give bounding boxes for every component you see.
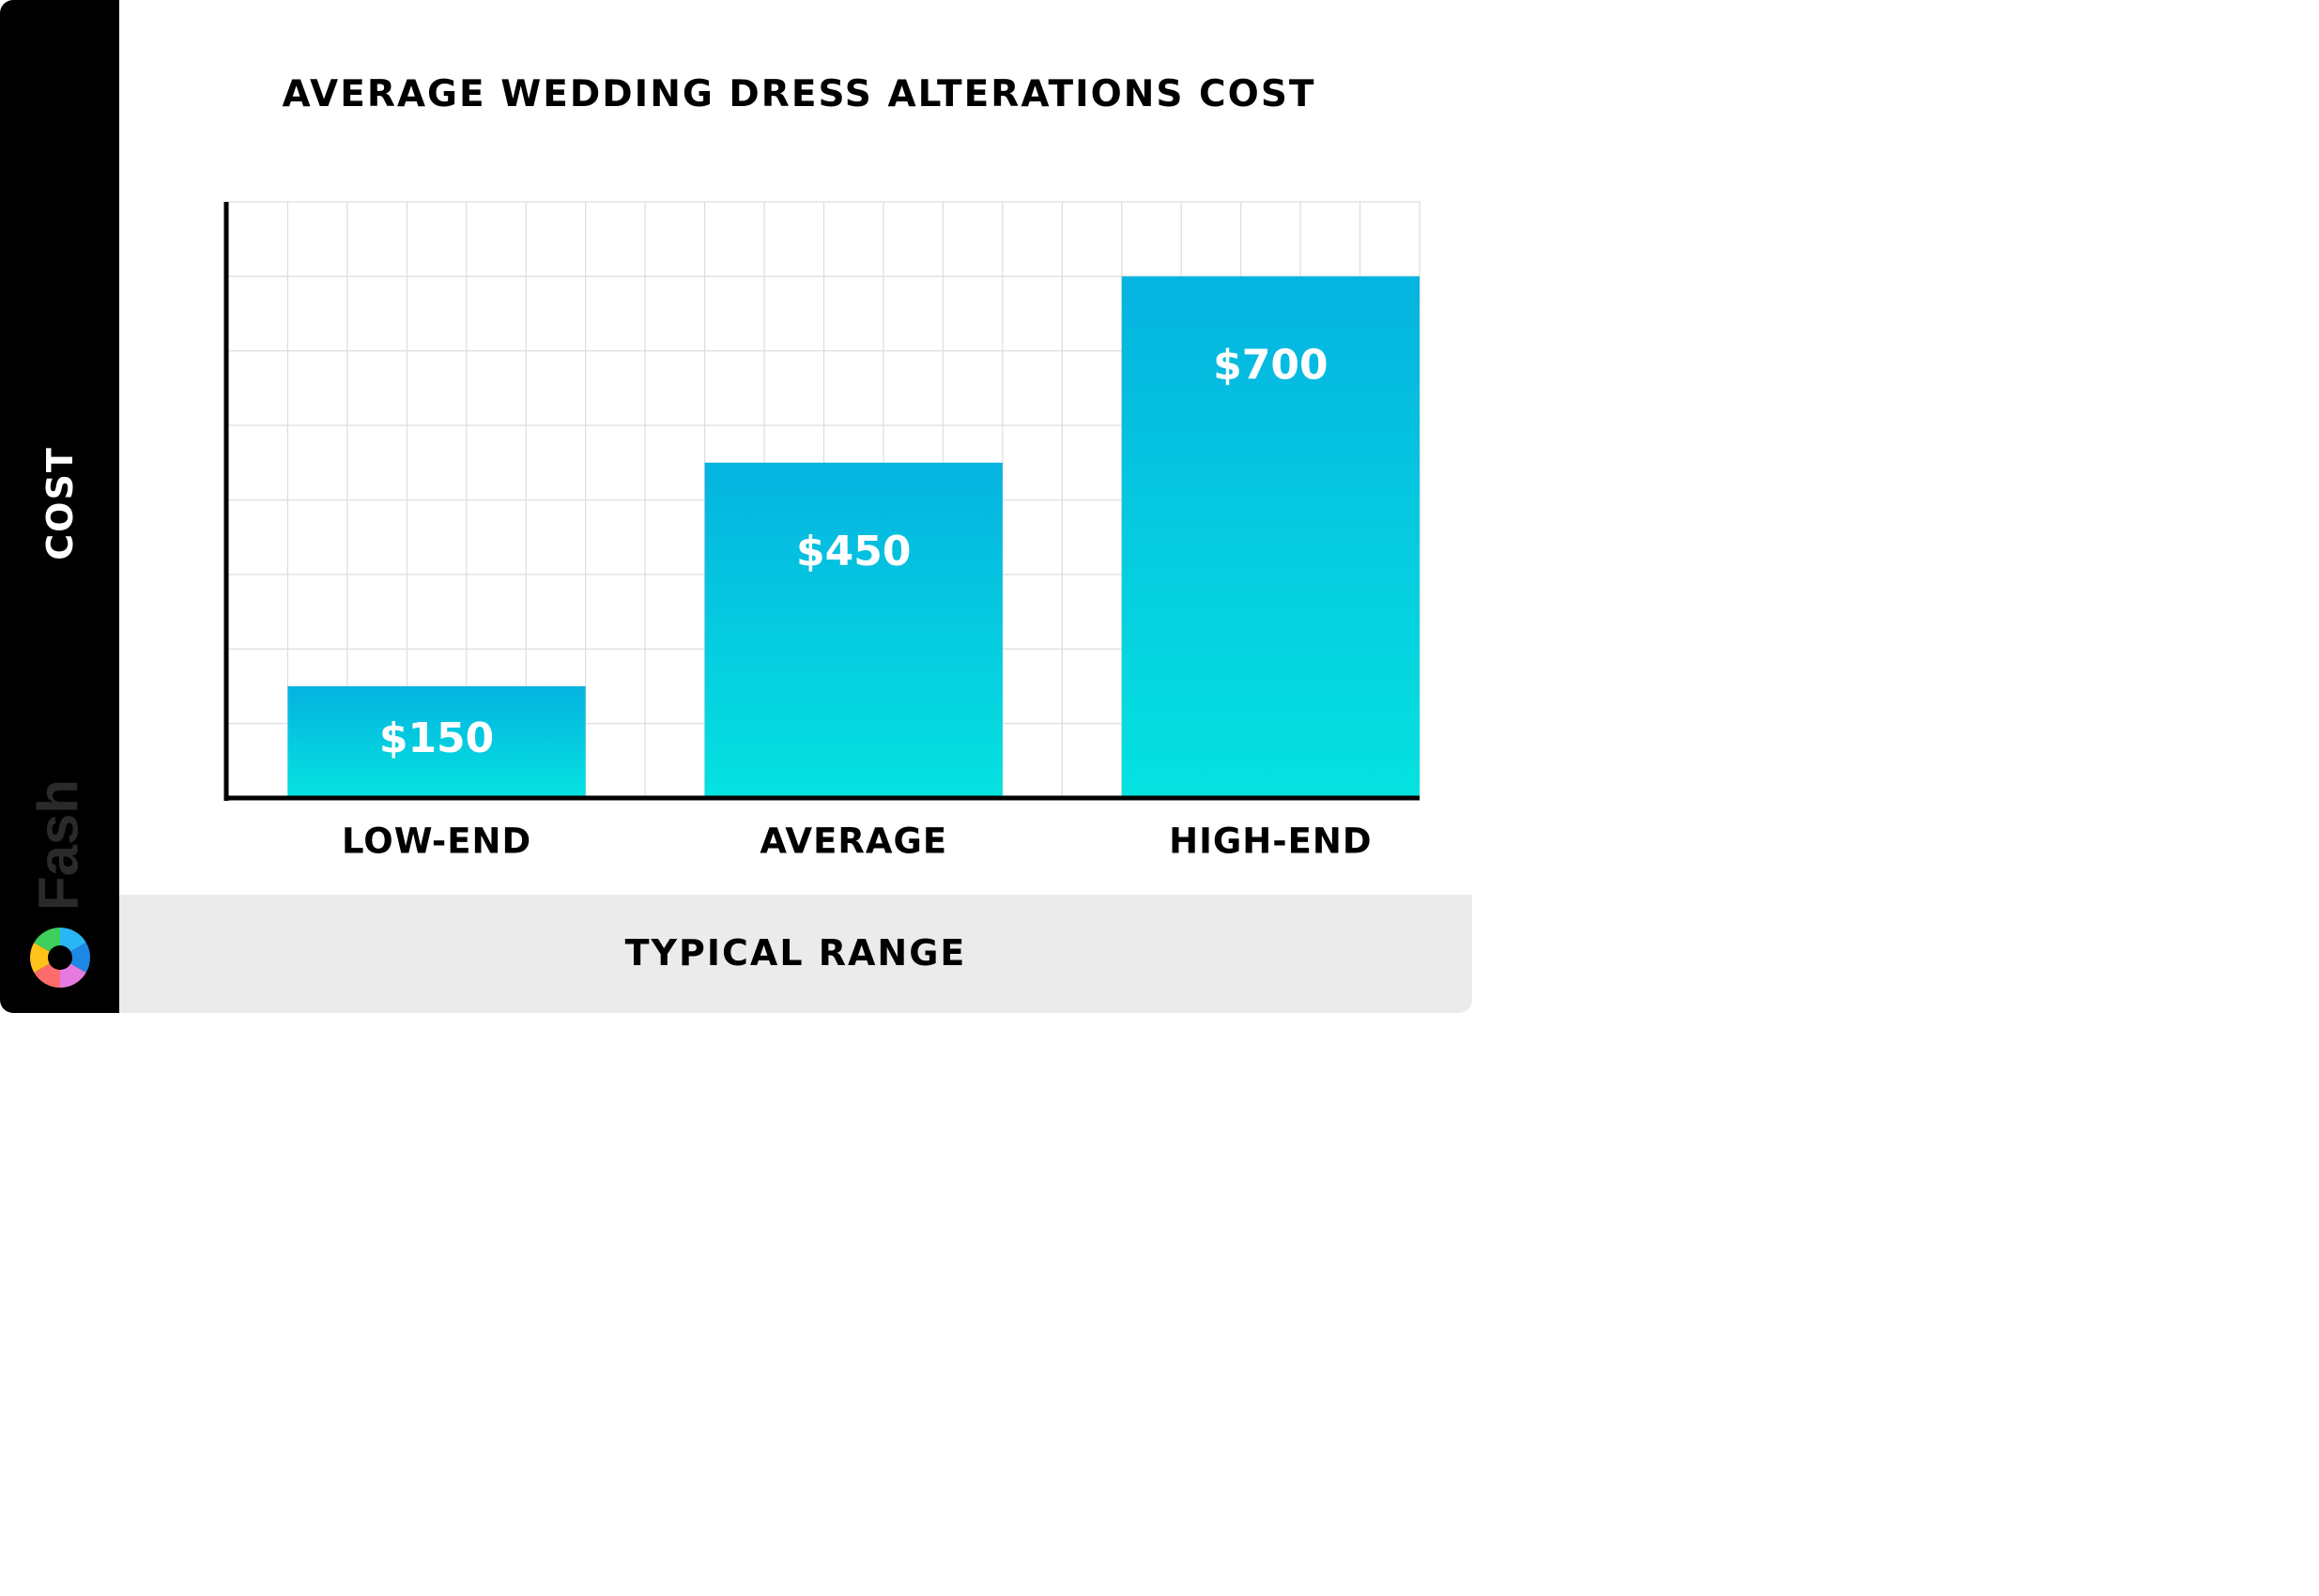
plot-area: $150 $450 $700 LOW-END AVERAGE HIGH-END: [223, 201, 1421, 862]
chart-frame: COST Fash AVERAGE WEDDING DRESS ALTERATI…: [0, 0, 1472, 1013]
category-label: HIGH-END: [1169, 821, 1372, 862]
x-axis-label: TYPICAL RANGE: [624, 932, 967, 974]
chart-title: AVERAGE WEDDING DRESS ALTERATIONS COST: [282, 73, 1316, 115]
bar-value-label: $150: [379, 714, 494, 762]
aperture-logo-icon: [30, 928, 90, 988]
category-label: LOW-END: [342, 821, 531, 862]
bar-value-label: $700: [1213, 341, 1328, 389]
bars: $150 $450 $700: [287, 276, 1420, 798]
bar-high-end: [1121, 276, 1420, 798]
category-labels: LOW-END AVERAGE HIGH-END: [342, 821, 1372, 862]
axes: [223, 202, 1420, 801]
x-axis-footer: TYPICAL RANGE: [119, 895, 1472, 1013]
bar-value-label: $450: [796, 528, 911, 575]
bar-average: [704, 462, 1003, 798]
sidebar: COST Fash: [0, 0, 119, 1013]
bar-low-end: [287, 685, 586, 798]
category-label: AVERAGE: [760, 821, 947, 862]
